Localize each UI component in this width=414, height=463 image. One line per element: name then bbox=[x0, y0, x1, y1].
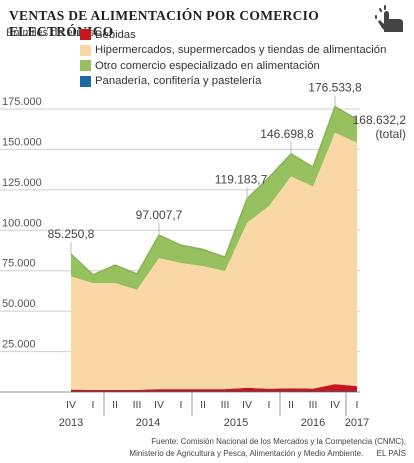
year-label: 2016 bbox=[301, 417, 325, 429]
annotation-total-note: (total) bbox=[375, 127, 406, 141]
legend-swatch-panaderia bbox=[80, 75, 91, 87]
x-tick-label: I bbox=[92, 399, 95, 411]
annotation-value-label: 119.183,7 bbox=[215, 172, 268, 186]
source-line-1: Fuente: Comisión Nacional de los Mercado… bbox=[151, 437, 406, 446]
x-tick-label: IV bbox=[154, 399, 164, 411]
x-tick-label: I bbox=[268, 399, 271, 411]
y-tick-label: 75.000 bbox=[2, 258, 36, 270]
legend-item-otro-comercio: Otro comercio especializado en alimentac… bbox=[80, 58, 386, 74]
annotation-value-label: 176.533,8 bbox=[308, 81, 362, 95]
legend-item-panaderia: Panadería, confitería y pastelería bbox=[80, 74, 386, 90]
tap-hand-icon[interactable] bbox=[372, 4, 406, 39]
legend-item-bebidas: Bebidas bbox=[80, 27, 386, 43]
annotation-value-label: 85.250,8 bbox=[48, 227, 95, 241]
x-tick-label: I bbox=[180, 399, 183, 411]
source-line-2: Ministerio de Agricultura y Pesca, Alime… bbox=[129, 449, 364, 458]
x-tick-label: III bbox=[221, 399, 230, 411]
area-series-2 bbox=[71, 132, 357, 390]
legend-swatch-otro-comercio bbox=[80, 60, 91, 72]
y-tick-label: 25.000 bbox=[2, 339, 36, 351]
x-tick-label: II bbox=[112, 399, 118, 411]
year-label: 2014 bbox=[136, 417, 160, 429]
x-tick-label: I bbox=[356, 399, 359, 411]
x-tick-label: II bbox=[200, 399, 206, 411]
y-tick-label: 50.000 bbox=[2, 298, 36, 310]
source-note: Fuente: Comisión Nacional de los Mercado… bbox=[129, 436, 406, 460]
x-tick-label: IV bbox=[330, 399, 340, 411]
legend: Bebidas Hipermercados, supermercados y t… bbox=[80, 27, 386, 89]
year-label: 2013 bbox=[59, 417, 83, 429]
annotation-total-label: 168.632,2 bbox=[353, 113, 407, 127]
legend-label-bebidas: Bebidas bbox=[95, 28, 136, 41]
x-tick-label: III bbox=[309, 399, 318, 411]
x-tick-label: III bbox=[133, 399, 142, 411]
year-label: 2015 bbox=[224, 417, 248, 429]
chart-subtitle: En miles de euros bbox=[6, 27, 95, 39]
x-tick-label: IV bbox=[242, 399, 252, 411]
legend-swatch-hipermercados bbox=[80, 44, 91, 56]
x-tick-label: II bbox=[288, 399, 294, 411]
legend-item-hipermercados: Hipermercados, supermercados y tiendas d… bbox=[80, 43, 386, 59]
legend-label-hipermercados: Hipermercados, supermercados y tiendas d… bbox=[95, 44, 387, 57]
y-tick-label: 175.000 bbox=[2, 96, 42, 108]
legend-label-otro-comercio: Otro comercio especializado en alimentac… bbox=[95, 59, 320, 72]
annotation-value-label: 146.698,8 bbox=[260, 127, 314, 141]
source-brand: EL PAÍS bbox=[376, 449, 406, 458]
legend-swatch-bebidas bbox=[80, 29, 91, 41]
y-tick-label: 150.000 bbox=[2, 136, 42, 148]
legend-label-panaderia: Panadería, confitería y pastelería bbox=[95, 75, 262, 88]
x-tick-label: IV bbox=[66, 399, 76, 411]
year-label: 2017 bbox=[345, 417, 369, 429]
area-series-1 bbox=[71, 384, 357, 392]
y-tick-label: 100.000 bbox=[2, 217, 42, 229]
total-outline bbox=[70, 105, 358, 276]
y-tick-label: 125.000 bbox=[2, 177, 42, 189]
annotation-value-label: 97.007,7 bbox=[136, 208, 183, 222]
